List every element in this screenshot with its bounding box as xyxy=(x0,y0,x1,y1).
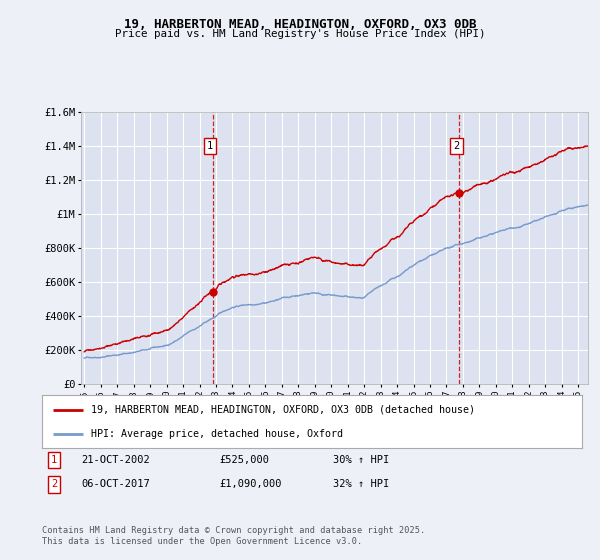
Text: 2: 2 xyxy=(51,479,57,489)
Text: £1,090,000: £1,090,000 xyxy=(219,479,281,489)
Text: HPI: Average price, detached house, Oxford: HPI: Average price, detached house, Oxfo… xyxy=(91,428,343,438)
Text: Contains HM Land Registry data © Crown copyright and database right 2025.
This d: Contains HM Land Registry data © Crown c… xyxy=(42,526,425,546)
Text: 19, HARBERTON MEAD, HEADINGTON, OXFORD, OX3 0DB: 19, HARBERTON MEAD, HEADINGTON, OXFORD, … xyxy=(124,18,476,31)
Text: 2: 2 xyxy=(453,141,460,151)
Text: 30% ↑ HPI: 30% ↑ HPI xyxy=(333,455,389,465)
Text: 21-OCT-2002: 21-OCT-2002 xyxy=(81,455,150,465)
Text: 1: 1 xyxy=(51,455,57,465)
Text: Price paid vs. HM Land Registry's House Price Index (HPI): Price paid vs. HM Land Registry's House … xyxy=(115,29,485,39)
Text: 1: 1 xyxy=(207,141,214,151)
Text: £525,000: £525,000 xyxy=(219,455,269,465)
Text: 19, HARBERTON MEAD, HEADINGTON, OXFORD, OX3 0DB (detached house): 19, HARBERTON MEAD, HEADINGTON, OXFORD, … xyxy=(91,405,475,415)
Text: 32% ↑ HPI: 32% ↑ HPI xyxy=(333,479,389,489)
Text: 06-OCT-2017: 06-OCT-2017 xyxy=(81,479,150,489)
